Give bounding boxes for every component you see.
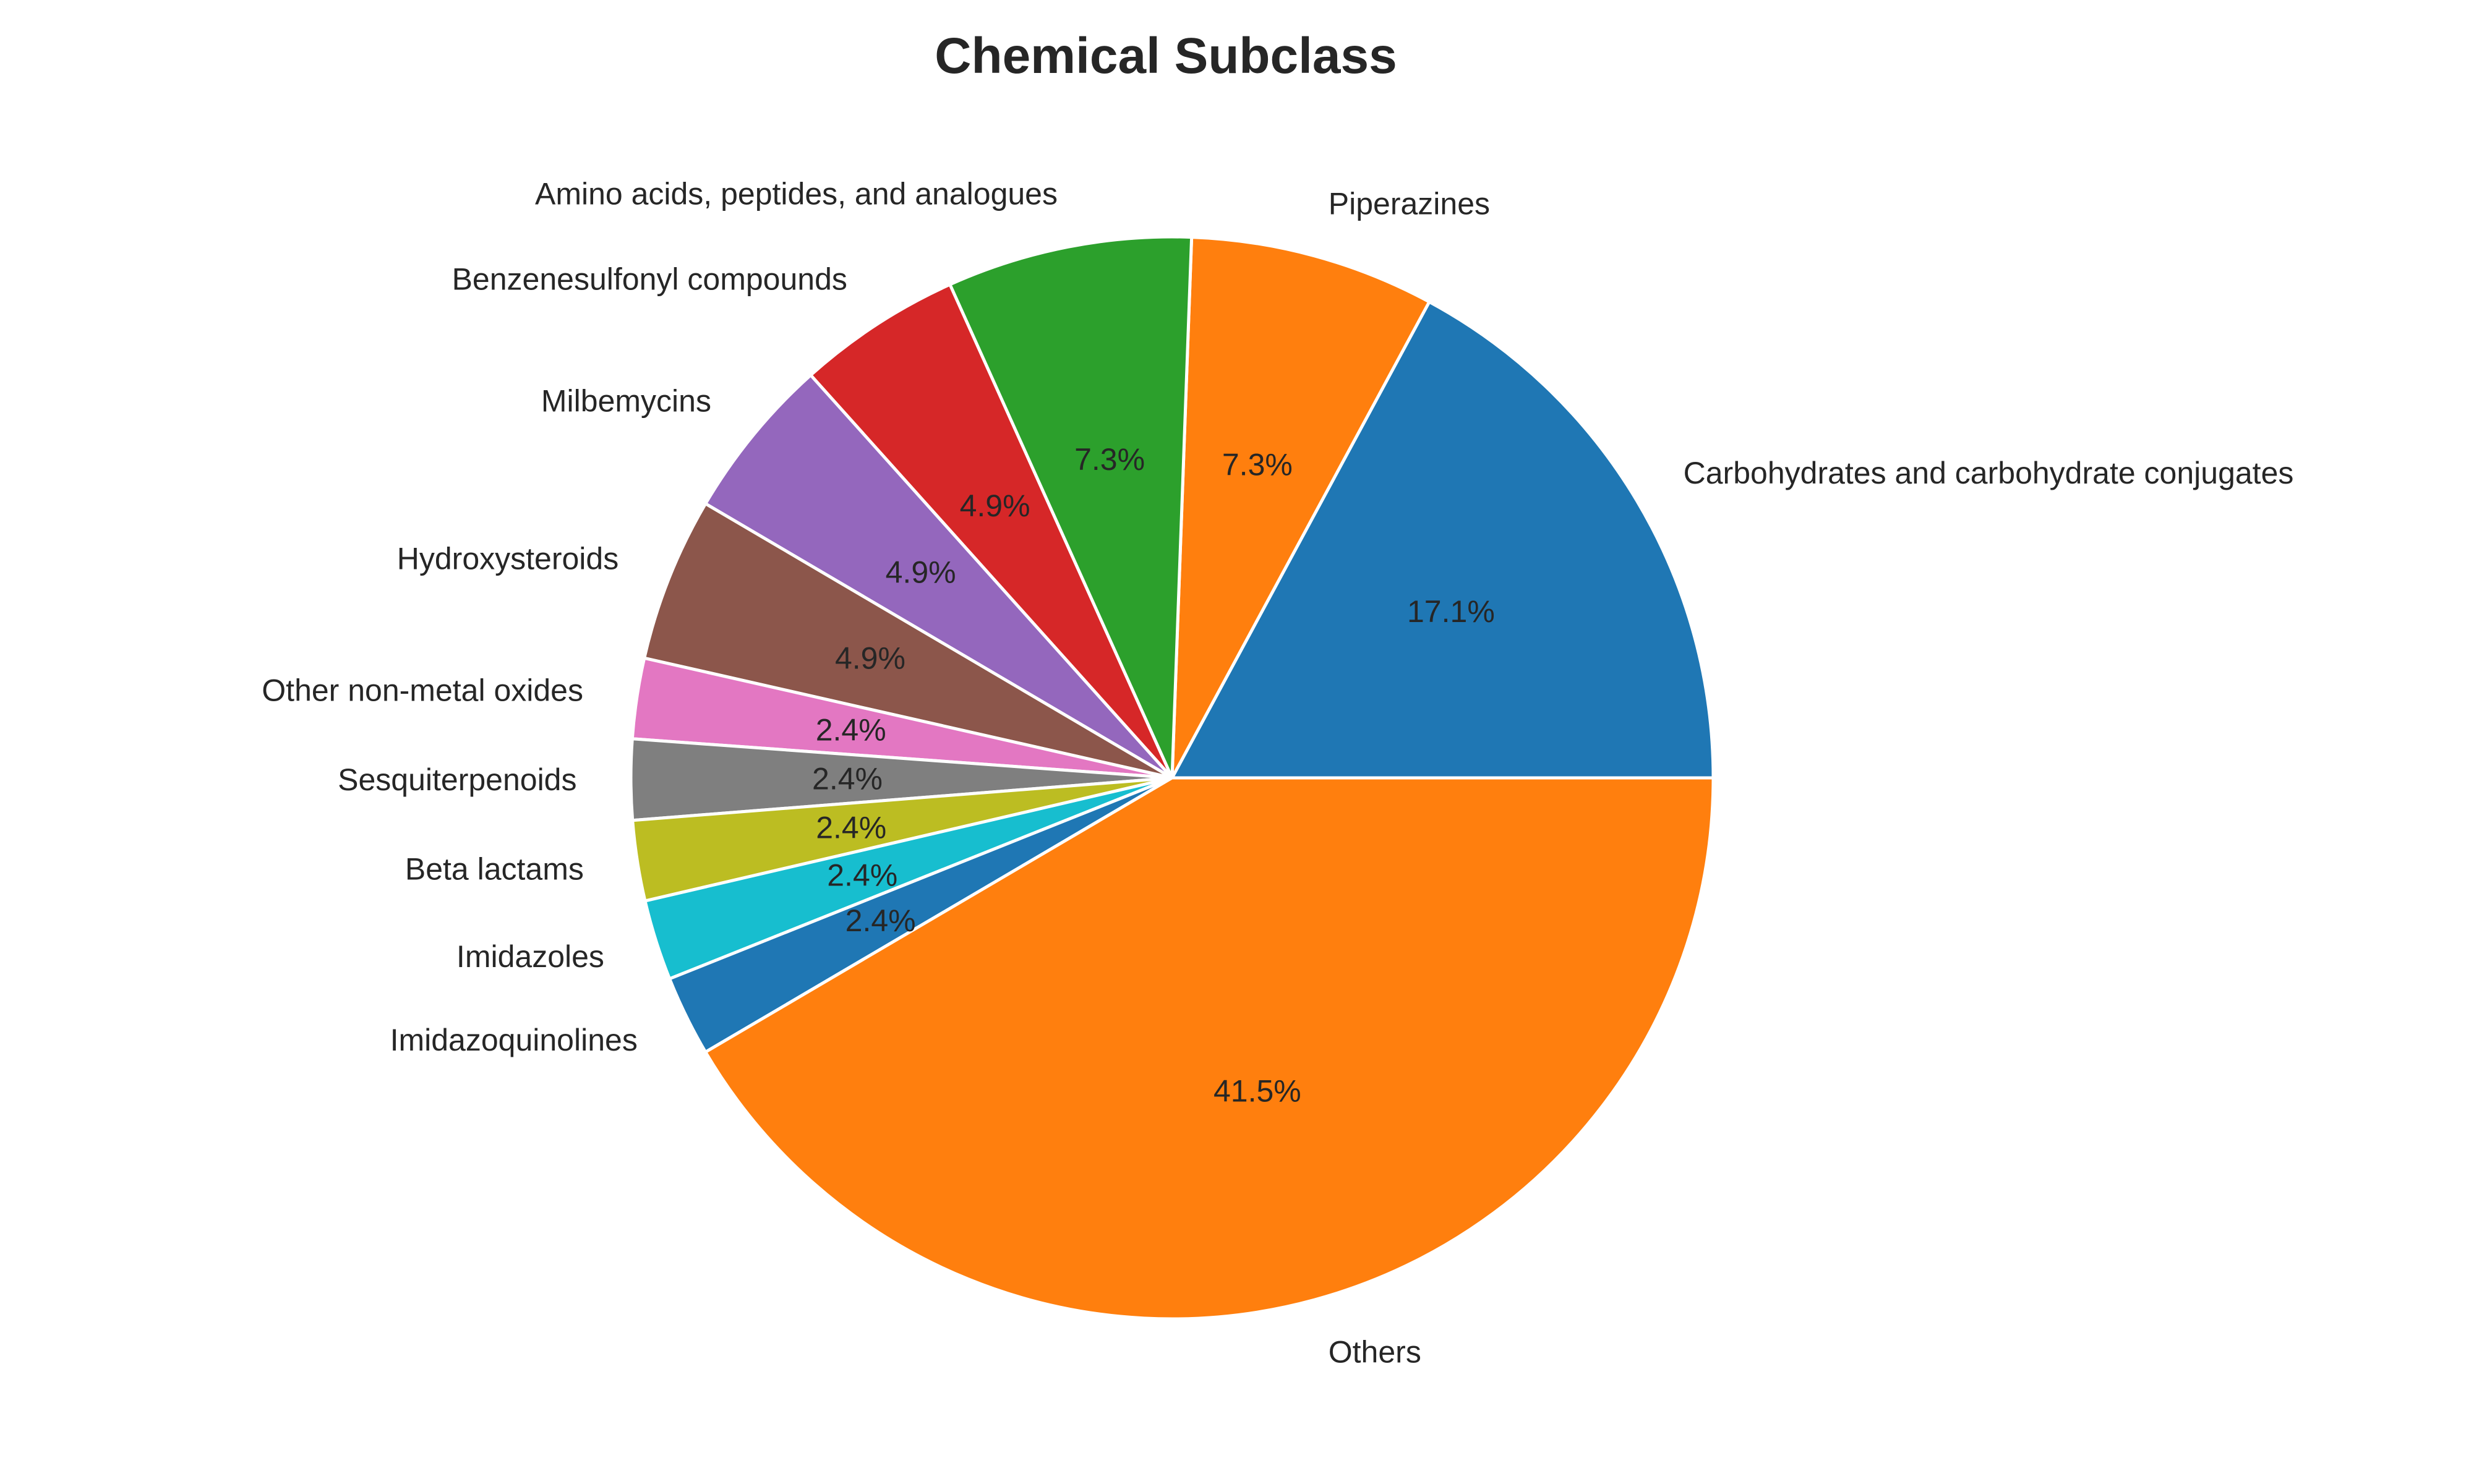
slice-label-beta-lactams: Beta lactams bbox=[405, 852, 584, 887]
percent-label-others: 41.5% bbox=[1213, 1074, 1301, 1109]
pie-slice-hydroxysteroids bbox=[643, 502, 1174, 780]
slice-label-piperazines: Piperazines bbox=[1329, 186, 1490, 221]
percent-labels: 17.1%7.3%7.3%4.9%4.9%4.9%2.4%2.4%2.4%2.4… bbox=[812, 442, 1495, 1109]
percent-label-benzenesulfonyl-compounds: 4.9% bbox=[960, 488, 1030, 523]
slice-label-amino-acids-peptides-and-analogues: Amino acids, peptides, and analogues bbox=[535, 176, 1058, 211]
pie-slice-benzenesulfonyl-compounds bbox=[809, 283, 1174, 780]
slice-label-carbohydrates-and-carbohydrate-conjugates: Carbohydrates and carbohydrate conjugate… bbox=[1684, 456, 2294, 490]
percent-label-imidazoquinolines: 2.4% bbox=[845, 903, 916, 938]
pie-slice-piperazines bbox=[1170, 236, 1431, 780]
slice-label-imidazoquinolines: Imidazoquinolines bbox=[390, 1023, 638, 1057]
slice-label-sesquiterpenoids: Sesquiterpenoids bbox=[338, 762, 576, 797]
pie-slice-others bbox=[704, 776, 1715, 1321]
percent-label-beta-lactams: 2.4% bbox=[816, 811, 886, 845]
category-labels: Carbohydrates and carbohydrate conjugate… bbox=[262, 176, 2293, 1369]
percent-label-amino-acids-peptides-and-analogues: 7.3% bbox=[1074, 442, 1145, 477]
slice-label-hydroxysteroids: Hydroxysteroids bbox=[397, 541, 618, 576]
pie-slice-milbemycins bbox=[704, 373, 1174, 780]
pie-slice-amino-acids-peptides-and-analogues bbox=[948, 235, 1194, 780]
slice-label-other-non-metal-oxides: Other non-metal oxides bbox=[262, 673, 583, 707]
percent-label-imidazoles: 2.4% bbox=[827, 858, 897, 893]
percent-label-other-non-metal-oxides: 2.4% bbox=[816, 713, 886, 748]
chart-title: Chemical Subclass bbox=[935, 28, 1397, 84]
pie-slice-carbohydrates-and-carbohydrate-conjugates bbox=[1170, 300, 1715, 780]
slice-label-imidazoles: Imidazoles bbox=[456, 939, 604, 974]
percent-label-carbohydrates-and-carbohydrate-conjugates: 17.1% bbox=[1407, 594, 1495, 629]
slice-label-others: Others bbox=[1329, 1335, 1421, 1370]
slice-label-benzenesulfonyl-compounds: Benzenesulfonyl compounds bbox=[452, 262, 847, 296]
percent-label-sesquiterpenoids: 2.4% bbox=[812, 762, 883, 796]
percent-label-milbemycins: 4.9% bbox=[886, 555, 956, 590]
percent-label-hydroxysteroids: 4.9% bbox=[835, 641, 905, 676]
pie-slices bbox=[629, 235, 1715, 1321]
percent-label-piperazines: 7.3% bbox=[1222, 447, 1293, 482]
slice-label-milbemycins: Milbemycins bbox=[541, 384, 711, 419]
